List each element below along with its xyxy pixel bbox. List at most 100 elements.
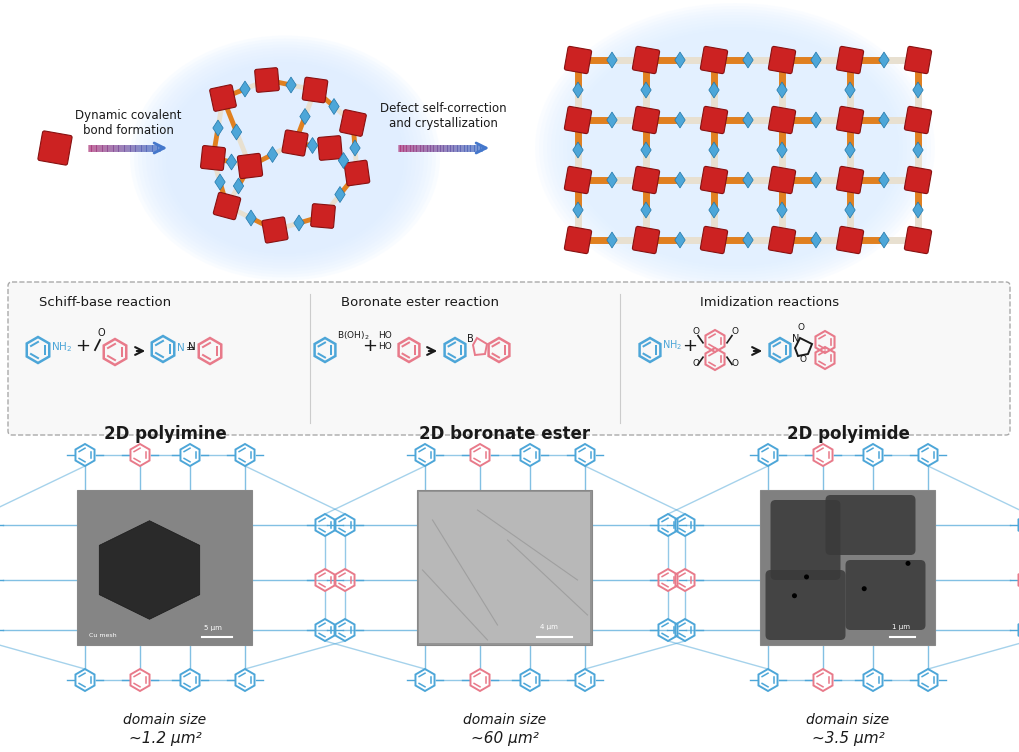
Polygon shape [845,142,855,158]
Text: ~1.2 μm²: ~1.2 μm² [128,730,202,745]
Polygon shape [878,52,890,68]
FancyBboxPatch shape [768,47,796,74]
Text: domain size: domain size [806,713,890,727]
Polygon shape [845,82,855,98]
Circle shape [906,561,911,566]
Text: 5 μm: 5 μm [205,625,222,631]
Polygon shape [675,112,685,128]
Polygon shape [300,108,310,125]
Polygon shape [641,82,651,98]
Polygon shape [226,154,236,170]
Text: ~60 μm²: ~60 μm² [471,730,539,745]
Text: $\mathregular{=}$: $\mathregular{=}$ [183,342,196,352]
Polygon shape [709,142,719,158]
FancyBboxPatch shape [765,570,846,640]
Text: O: O [693,327,700,336]
FancyBboxPatch shape [565,47,592,74]
FancyBboxPatch shape [633,47,659,74]
Polygon shape [231,124,242,140]
Text: Schiff-base reaction: Schiff-base reaction [39,296,171,308]
Circle shape [804,575,809,580]
FancyBboxPatch shape [770,500,841,580]
Text: 2D boronate ester: 2D boronate ester [420,425,591,443]
Ellipse shape [162,59,408,256]
Polygon shape [267,147,278,162]
FancyBboxPatch shape [700,106,728,134]
Text: O: O [798,323,805,332]
FancyBboxPatch shape [8,282,1010,435]
Polygon shape [573,142,583,158]
Ellipse shape [130,35,440,280]
Polygon shape [743,52,753,68]
Polygon shape [913,202,923,218]
FancyBboxPatch shape [420,492,590,643]
Polygon shape [811,52,821,68]
Polygon shape [675,232,685,248]
Polygon shape [335,186,345,202]
Polygon shape [606,52,618,68]
Polygon shape [285,77,297,93]
Text: 2D polyimide: 2D polyimide [787,425,909,443]
FancyBboxPatch shape [565,226,592,253]
FancyBboxPatch shape [210,85,236,111]
Text: +: + [363,337,377,355]
Polygon shape [350,140,360,156]
FancyBboxPatch shape [262,217,288,243]
Polygon shape [811,172,821,188]
FancyBboxPatch shape [311,204,335,229]
Ellipse shape [142,44,428,271]
FancyBboxPatch shape [633,226,659,253]
Polygon shape [573,82,583,98]
FancyBboxPatch shape [565,166,592,193]
Polygon shape [743,232,753,248]
Ellipse shape [154,53,416,262]
Text: O: O [98,328,106,338]
Text: 1 μm: 1 μm [893,624,911,630]
Text: 2D polyimine: 2D polyimine [104,425,226,443]
Text: +: + [75,337,91,355]
Polygon shape [329,99,339,114]
Polygon shape [913,82,923,98]
Text: 4 μm: 4 μm [540,624,558,630]
Polygon shape [845,202,855,218]
FancyBboxPatch shape [344,160,370,186]
FancyBboxPatch shape [846,560,925,630]
Ellipse shape [564,24,907,272]
FancyBboxPatch shape [825,495,915,555]
FancyBboxPatch shape [213,193,240,220]
Text: Boronate ester reaction: Boronate ester reaction [341,296,499,308]
Ellipse shape [535,3,935,293]
Ellipse shape [166,62,404,253]
FancyBboxPatch shape [633,166,659,193]
FancyBboxPatch shape [768,166,796,193]
Ellipse shape [135,38,436,277]
Text: Imidization reactions: Imidization reactions [700,296,840,308]
Polygon shape [239,81,251,97]
Polygon shape [743,172,753,188]
FancyBboxPatch shape [837,106,864,134]
Text: HO: HO [378,331,391,340]
Ellipse shape [547,12,923,284]
Polygon shape [641,142,651,158]
Polygon shape [709,202,719,218]
Polygon shape [913,142,923,158]
Polygon shape [233,178,244,194]
Ellipse shape [138,41,432,274]
Text: O: O [732,327,739,336]
FancyBboxPatch shape [318,135,342,160]
Polygon shape [215,174,225,190]
FancyBboxPatch shape [201,146,225,171]
Text: $\mathregular{N}$: $\mathregular{N}$ [176,341,184,353]
Polygon shape [776,202,788,218]
Polygon shape [811,112,821,128]
Ellipse shape [150,50,420,265]
Polygon shape [675,52,685,68]
Text: O: O [800,355,807,364]
Polygon shape [573,202,583,218]
Polygon shape [743,112,753,128]
Ellipse shape [567,27,903,269]
Ellipse shape [571,30,899,266]
Text: O: O [732,359,739,368]
Polygon shape [246,210,256,226]
Text: N: N [187,342,196,352]
